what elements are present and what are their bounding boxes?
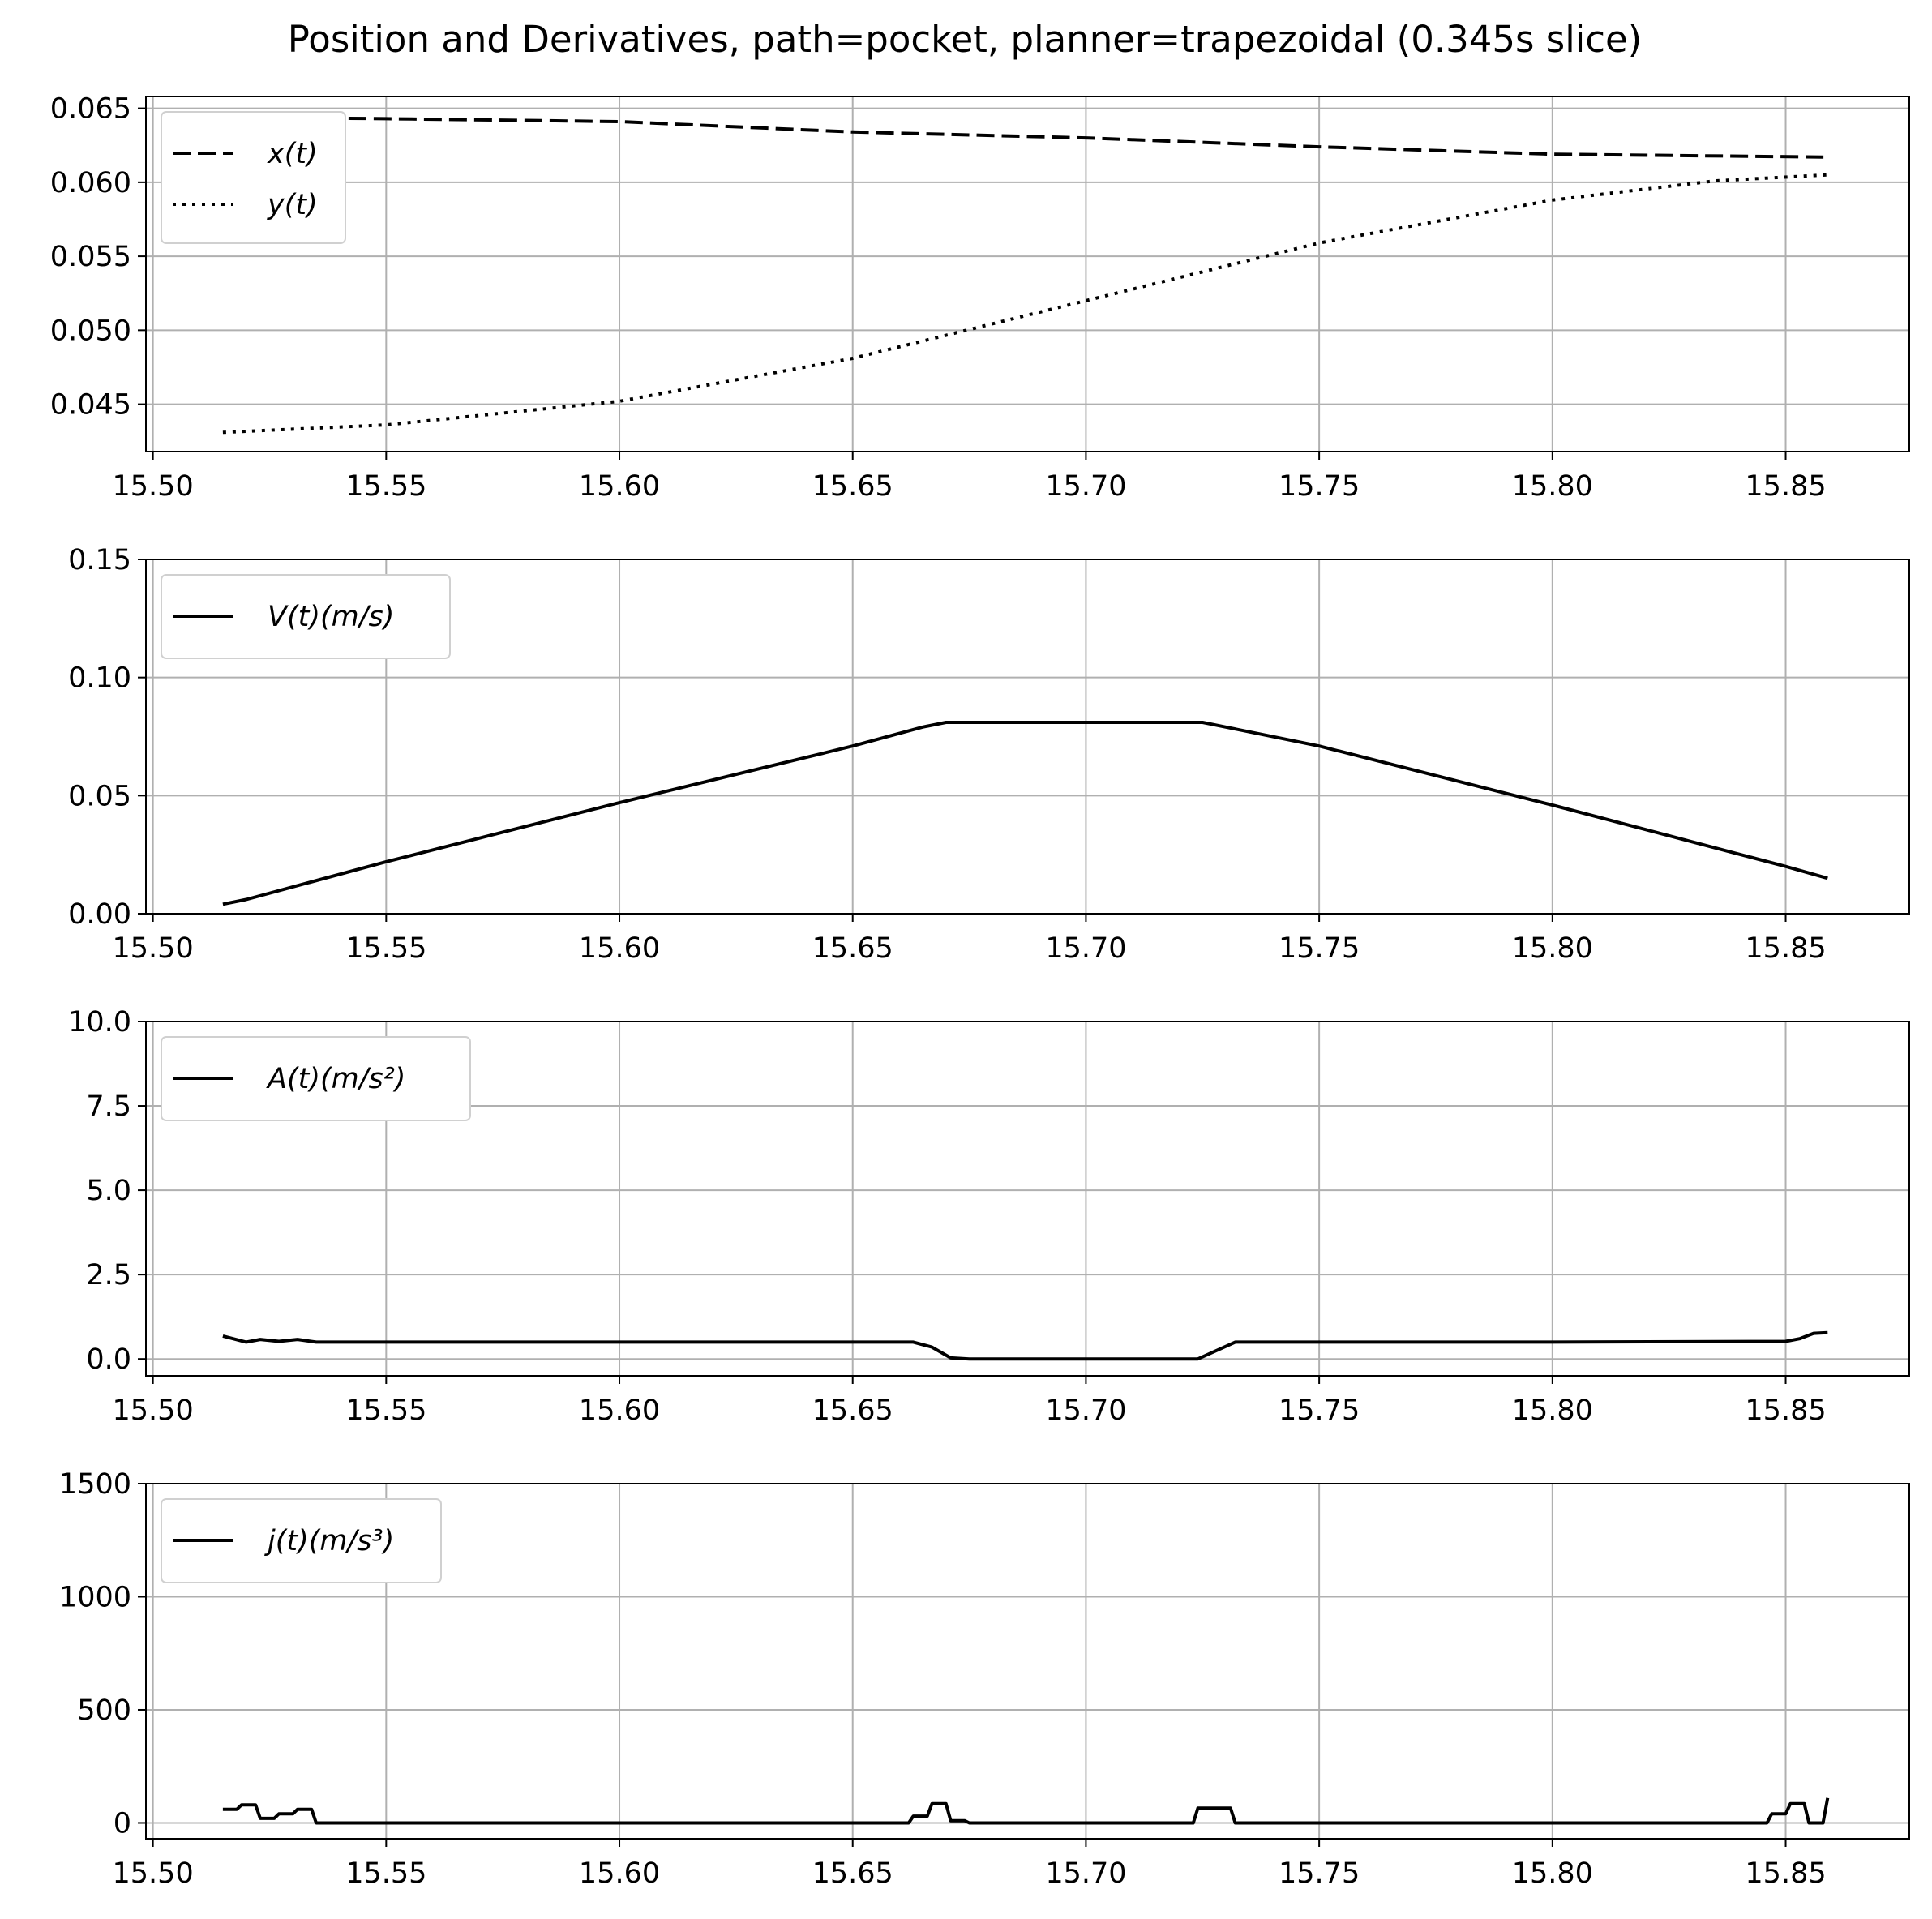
series-line-3-1 bbox=[222, 1330, 1828, 1361]
legend-box bbox=[161, 1036, 471, 1121]
x-tick-label: 15.50 bbox=[113, 1394, 194, 1427]
y-tick-label: 0.0 bbox=[86, 1343, 131, 1376]
x-tick-label: 15.80 bbox=[1512, 1394, 1593, 1427]
x-tick-label: 15.85 bbox=[1745, 1857, 1826, 1890]
y-tick-label: 10.0 bbox=[68, 1006, 131, 1039]
x-tick-label: 15.80 bbox=[1512, 1857, 1593, 1890]
y-tick-label: 2.5 bbox=[86, 1259, 131, 1291]
x-tick-label: 15.50 bbox=[113, 932, 194, 965]
y-tick-label: 0.065 bbox=[50, 93, 131, 126]
y-tick-label: 1000 bbox=[59, 1581, 131, 1613]
series-line-1-2 bbox=[222, 173, 1828, 435]
subplot-2: 15.50 15.55 15.60 15.65 15.70 15.75 15.80 15.85… bbox=[68, 544, 1910, 965]
y-tick-label: 0.045 bbox=[50, 389, 131, 422]
x-tick-label: 15.70 bbox=[1045, 470, 1126, 503]
axes-frame bbox=[145, 1483, 1910, 1840]
x-tick-label: 15.85 bbox=[1745, 1394, 1826, 1427]
x-tick-label: 15.70 bbox=[1045, 932, 1126, 965]
x-tick-label: 15.55 bbox=[345, 1857, 426, 1890]
axes-frame bbox=[145, 1021, 1910, 1377]
y-tick-label: 7.5 bbox=[86, 1090, 131, 1123]
legend: V(t)(m/s) bbox=[161, 574, 451, 659]
x-tick-label: 15.75 bbox=[1279, 1394, 1360, 1427]
y-tick-label: 0.10 bbox=[68, 662, 131, 695]
x-tick-label: 15.70 bbox=[1045, 1857, 1126, 1890]
series-line-4-1 bbox=[222, 1797, 1830, 1825]
x-tick-label: 15.70 bbox=[1045, 1394, 1126, 1427]
x-tick-label: 15.65 bbox=[812, 470, 893, 503]
axes-frame bbox=[145, 559, 1910, 915]
y-tick-label: 0.05 bbox=[68, 780, 131, 812]
x-tick-label: 15.55 bbox=[345, 1394, 426, 1427]
x-tick-label: 15.65 bbox=[812, 1857, 893, 1890]
chart-title: Position and Derivatives, path=pocket, p… bbox=[288, 18, 1643, 61]
x-tick-label: 15.75 bbox=[1279, 932, 1360, 965]
x-tick-label: 15.65 bbox=[812, 1394, 893, 1427]
y-tick-label: 5.0 bbox=[86, 1175, 131, 1207]
x-tick-label: 15.85 bbox=[1745, 470, 1826, 503]
x-tick-label: 15.60 bbox=[579, 1394, 660, 1427]
legend: j(t)(m/s³) bbox=[161, 1498, 442, 1583]
x-tick-label: 15.60 bbox=[579, 1857, 660, 1890]
axes-layer: 15.50 15.55 15.60 15.65 15.70 15.75 15.80 15.85… bbox=[50, 93, 1910, 1890]
legend-box bbox=[161, 1498, 442, 1583]
x-tick-label: 15.55 bbox=[345, 470, 426, 503]
legend-box bbox=[161, 111, 346, 244]
x-tick-label: 15.65 bbox=[812, 932, 893, 965]
x-tick-label: 15.60 bbox=[579, 932, 660, 965]
y-tick-label: 1500 bbox=[59, 1468, 131, 1501]
y-tick-label: 0.055 bbox=[50, 241, 131, 273]
series-line-2-1 bbox=[222, 721, 1828, 906]
y-tick-label: 0 bbox=[114, 1807, 131, 1840]
y-tick-label: 0.15 bbox=[68, 544, 131, 576]
y-tick-label: 0.050 bbox=[50, 315, 131, 347]
legend-label: A(t)(m/s²) bbox=[266, 1063, 405, 1095]
y-tick-label: 0.00 bbox=[68, 898, 131, 931]
legend-label: y(t) bbox=[267, 189, 318, 221]
axes-frame bbox=[145, 96, 1910, 452]
subplot-1: 15.50 15.55 15.60 15.65 15.70 15.75 15.80 15.85… bbox=[50, 93, 1910, 503]
x-tick-label: 15.75 bbox=[1279, 470, 1360, 503]
y-tick-label: 0.060 bbox=[50, 167, 131, 199]
x-tick-label: 15.80 bbox=[1512, 470, 1593, 503]
legend: A(t)(m/s²) bbox=[161, 1036, 471, 1121]
x-tick-label: 15.55 bbox=[345, 932, 426, 965]
subplot-3: 15.50 15.55 15.60 15.65 15.70 15.75 15.80 15.85… bbox=[68, 1006, 1910, 1427]
x-tick-label: 15.80 bbox=[1512, 932, 1593, 965]
y-tick-label: 500 bbox=[77, 1694, 131, 1727]
x-tick-label: 15.50 bbox=[113, 1857, 194, 1890]
x-tick-label: 15.50 bbox=[113, 470, 194, 503]
subplot-4: 15.50 15.55 15.60 15.65 15.70 15.75 15.80 15.85… bbox=[59, 1468, 1910, 1890]
legend-label: x(t) bbox=[267, 138, 318, 170]
x-tick-label: 15.75 bbox=[1279, 1857, 1360, 1890]
legend-box bbox=[161, 574, 451, 659]
x-tick-label: 15.85 bbox=[1745, 932, 1826, 965]
series-line-1-1 bbox=[222, 115, 1828, 159]
legend-label: V(t)(m/s) bbox=[268, 601, 394, 633]
legend-label: j(t)(m/s³) bbox=[264, 1525, 394, 1557]
legend: x(t) y(t) bbox=[161, 111, 346, 244]
x-tick-label: 15.60 bbox=[579, 470, 660, 503]
